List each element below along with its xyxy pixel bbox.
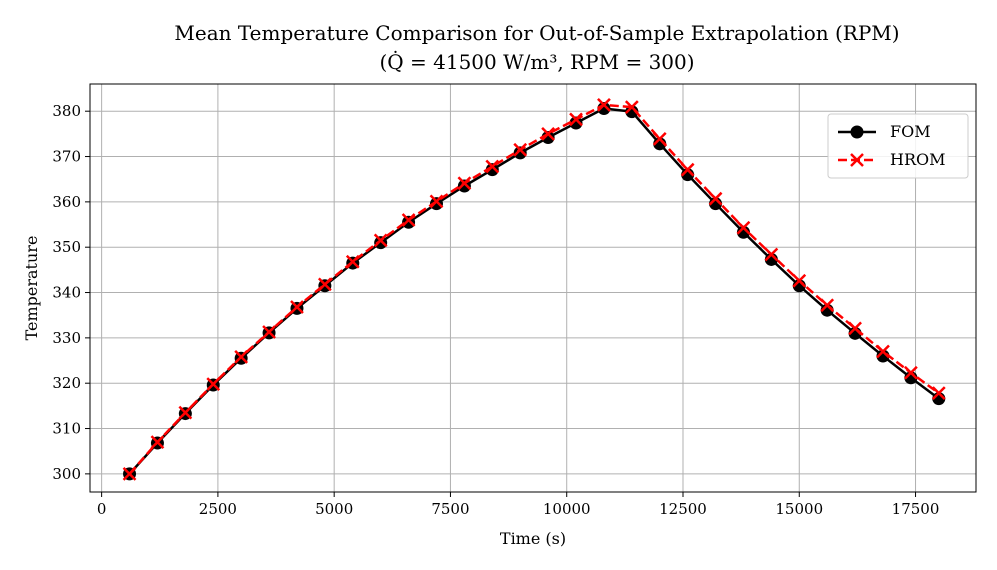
data-point-hrom [624,100,639,115]
y-axis-label: Temperature [22,236,41,341]
x-tick-label: 7500 [431,500,469,518]
data-point-hrom [401,213,416,227]
chart-title: Mean Temperature Comparison for Out-of-S… [174,21,899,45]
data-point-hrom [569,112,583,127]
data-point-hrom [792,273,807,288]
data-point-hrom [178,405,193,420]
legend-entry-fom: FOM [838,122,931,141]
data-point-hrom [345,254,360,269]
data-point-hrom [513,142,528,157]
data-point-hrom [290,300,304,314]
y-tick-label: 370 [52,148,81,166]
x-tick-label: 10000 [543,500,591,518]
y-tick-label: 380 [52,102,81,120]
data-point-fom [625,105,639,119]
series-fom [123,101,946,481]
legend: FOM HROM [827,113,969,179]
y-tick-label: 330 [52,329,81,347]
x-tick-label: 2500 [199,500,237,518]
legend-label: HROM [890,150,946,169]
data-point-hrom [931,386,946,401]
plot-frame [89,83,977,493]
series-hrom [122,97,946,481]
y-tick-label: 340 [52,284,81,302]
data-point-hrom [150,435,165,450]
data-point-hrom [485,159,500,174]
y-tick-label: 360 [52,193,81,211]
data-point-hrom [373,233,388,248]
data-point-hrom [429,194,444,209]
series-line-fom [128,107,940,475]
legend-marker [850,125,864,139]
y-tick-label: 320 [52,374,81,392]
data-point-fom [485,163,499,177]
data-point-fom [569,116,583,130]
data-point-hrom [652,131,667,146]
data-point-hrom [262,325,276,339]
data-point-hrom [708,191,723,206]
axis-ticks: 0 2500 5000 7500 10000 12500 15000 17500 300 310 3… [52,102,939,518]
data-point-hrom [457,176,472,191]
legend-label: FOM [890,122,931,141]
x-tick-label: 12500 [659,500,707,518]
data-point-hrom [597,97,611,112]
data-point-fom [429,197,443,211]
data-point-hrom [904,365,918,380]
y-tick-label: 300 [52,465,81,483]
data-point-fom [736,225,750,239]
data-point-fom [541,130,555,144]
y-tick-label: 310 [52,420,81,438]
data-point-hrom [541,126,555,141]
grid-lines [90,84,976,492]
series-line-hrom [128,103,940,475]
x-tick-label: 15000 [775,500,823,518]
data-point-hrom [680,162,695,177]
data-point-hrom [820,298,835,313]
legend-marker [850,153,864,167]
data-point-hrom [736,220,751,235]
data-point-hrom [234,350,249,364]
x-tick-label: 5000 [315,500,353,518]
data-point-hrom [206,377,221,391]
x-axis-label: Time (s) [500,529,566,548]
data-point-hrom [317,277,332,292]
data-point-hrom [122,466,137,481]
data-point-fom [876,349,890,363]
data-point-hrom [764,247,779,262]
plot-series [122,97,946,481]
legend-entry-hrom: HROM [838,150,946,169]
x-tick-label: 0 [97,500,107,518]
data-point-hrom [848,321,862,336]
x-tick-label: 17500 [892,500,940,518]
data-point-hrom [876,344,890,359]
data-point-fom [513,146,527,160]
y-tick-label: 350 [52,238,81,256]
chart-subtitle: (Q̇ = 41500 W/m³, RPM = 300) [379,50,694,74]
